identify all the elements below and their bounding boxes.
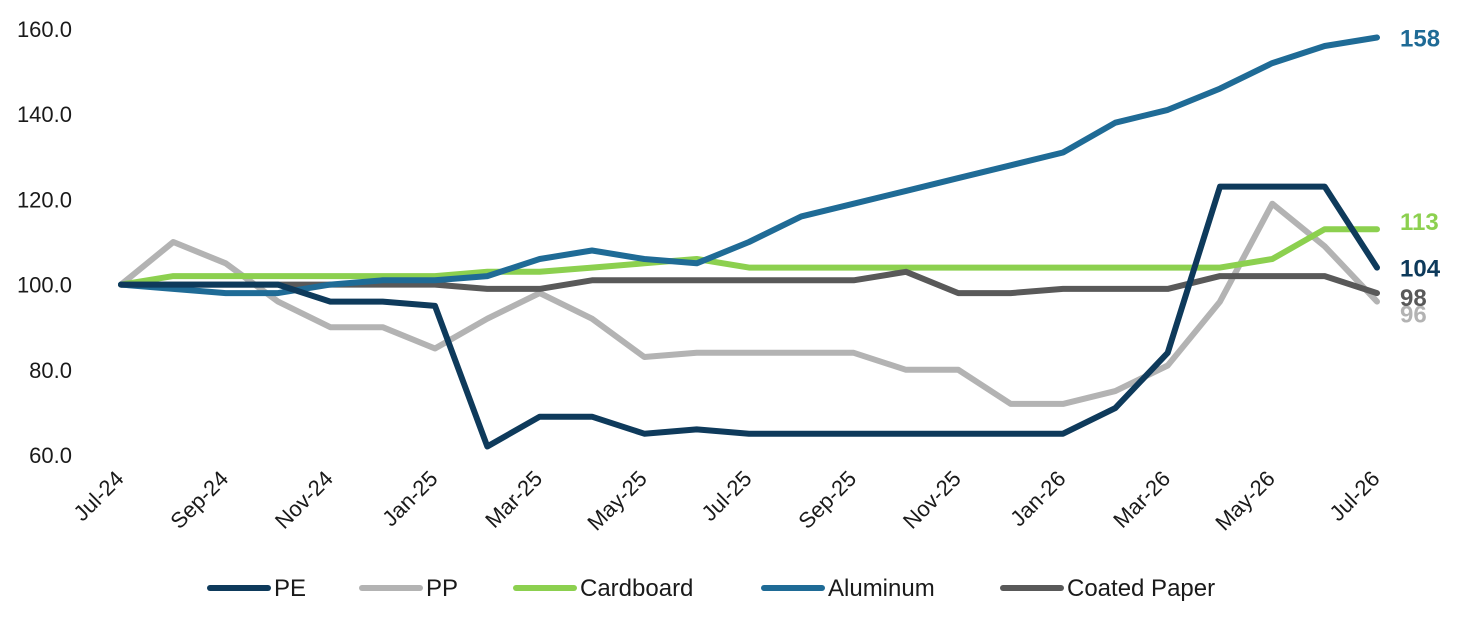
legend-label: Coated Paper [1067, 575, 1215, 602]
series-line-pp [118, 200, 1380, 407]
y-tick-label: 160.0 [17, 17, 72, 42]
legend-label: PE [274, 575, 306, 602]
x-tick-label: Jul-25 [696, 466, 756, 526]
legend-label: PP [426, 575, 458, 602]
x-tick-label: Sep-24 [165, 466, 233, 534]
x-tick-label: Jan-26 [1005, 466, 1070, 531]
end-label-cardboard: 113 [1400, 209, 1439, 236]
y-tick-label: 140.0 [17, 102, 72, 127]
legend: PE PP Cardboard Aluminum Coated Paper [207, 575, 1215, 602]
legend-label: Cardboard [580, 575, 693, 602]
end-label-coated-paper: 98 [1400, 285, 1427, 312]
series-line-aluminum [118, 34, 1380, 297]
series-line-cardboard [118, 226, 1380, 288]
x-tick-label: Mar-26 [1108, 466, 1175, 533]
x-tick-label: May-26 [1210, 466, 1280, 536]
x-tick-label: Jul-26 [1324, 466, 1384, 526]
y-tick-label: 60.0 [29, 443, 72, 468]
legend-item-aluminum: Aluminum [761, 575, 935, 602]
y-tick-label: 80.0 [29, 358, 72, 383]
series-layer [118, 34, 1380, 450]
y-tick-label: 120.0 [17, 187, 72, 212]
end-label-pe: 104 [1400, 256, 1441, 283]
y-axis: 60.0 80.0 100.0 120.0 140.0 160.0 [17, 17, 72, 468]
legend-item-cardboard: Cardboard [513, 575, 693, 602]
legend-item-coated-paper: Coated Paper [1000, 575, 1215, 602]
x-tick-label: Nov-24 [270, 466, 338, 534]
end-label-aluminum: 158 [1400, 26, 1440, 53]
x-tick-label: May-25 [582, 466, 652, 536]
x-tick-label: Mar-25 [480, 466, 547, 533]
x-tick-label: Jul-24 [68, 466, 128, 526]
x-axis: Jul-24 Sep-24 Nov-24 Jan-25 Mar-25 May-25 Jul-… [68, 466, 1384, 536]
x-tick-label: Sep-25 [793, 466, 861, 534]
end-labels: 104 96 113 158 98 [1400, 26, 1441, 329]
legend-item-pe: PE [207, 575, 306, 602]
x-tick-label: Jan-25 [377, 466, 442, 531]
series-line-pe [118, 183, 1380, 450]
y-tick-label: 100.0 [17, 273, 72, 298]
x-tick-label: Nov-25 [898, 466, 966, 534]
legend-item-pp: PP [359, 575, 458, 602]
legend-label: Aluminum [828, 575, 935, 602]
end-label-pp: 96 [1400, 302, 1427, 329]
